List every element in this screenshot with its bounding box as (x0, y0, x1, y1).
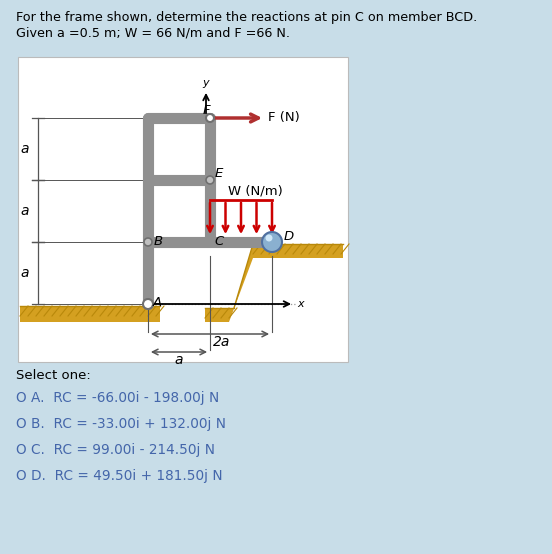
Text: E: E (215, 167, 224, 180)
Circle shape (262, 232, 282, 252)
Text: B: B (154, 235, 163, 248)
Circle shape (143, 299, 153, 309)
Text: a: a (21, 142, 29, 156)
Polygon shape (205, 244, 343, 322)
Text: O D.  RC = 49.50i + 181.50j N: O D. RC = 49.50i + 181.50j N (16, 469, 222, 483)
Text: For the frame shown, determine the reactions at pin C on member BCD.: For the frame shown, determine the react… (16, 11, 477, 24)
Text: F (N): F (N) (268, 110, 300, 124)
Text: F: F (203, 104, 211, 117)
Circle shape (266, 234, 273, 242)
Bar (18, 57, 348, 362)
Text: Given a =0.5 m; W = 66 N/m and F =66 N.: Given a =0.5 m; W = 66 N/m and F =66 N. (16, 27, 290, 40)
Bar (20, 306, 160, 322)
Circle shape (206, 114, 214, 122)
Text: a: a (175, 353, 183, 367)
Text: x: x (297, 299, 304, 309)
Text: a: a (21, 266, 29, 280)
Circle shape (206, 176, 214, 184)
Text: W (N/m): W (N/m) (228, 184, 283, 197)
Text: C: C (214, 235, 223, 248)
Text: D: D (284, 230, 294, 243)
Text: O B.  RC = -33.00i + 132.00j N: O B. RC = -33.00i + 132.00j N (16, 417, 226, 431)
Text: y: y (203, 78, 209, 88)
Text: O A.  RC = -66.00i - 198.00j N: O A. RC = -66.00i - 198.00j N (16, 391, 219, 405)
Text: Select one:: Select one: (16, 369, 91, 382)
Circle shape (144, 238, 152, 246)
Text: 2a: 2a (213, 335, 231, 349)
Text: A: A (153, 296, 162, 309)
Text: a: a (21, 204, 29, 218)
Text: O C.  RC = 99.00i - 214.50j N: O C. RC = 99.00i - 214.50j N (16, 443, 215, 457)
